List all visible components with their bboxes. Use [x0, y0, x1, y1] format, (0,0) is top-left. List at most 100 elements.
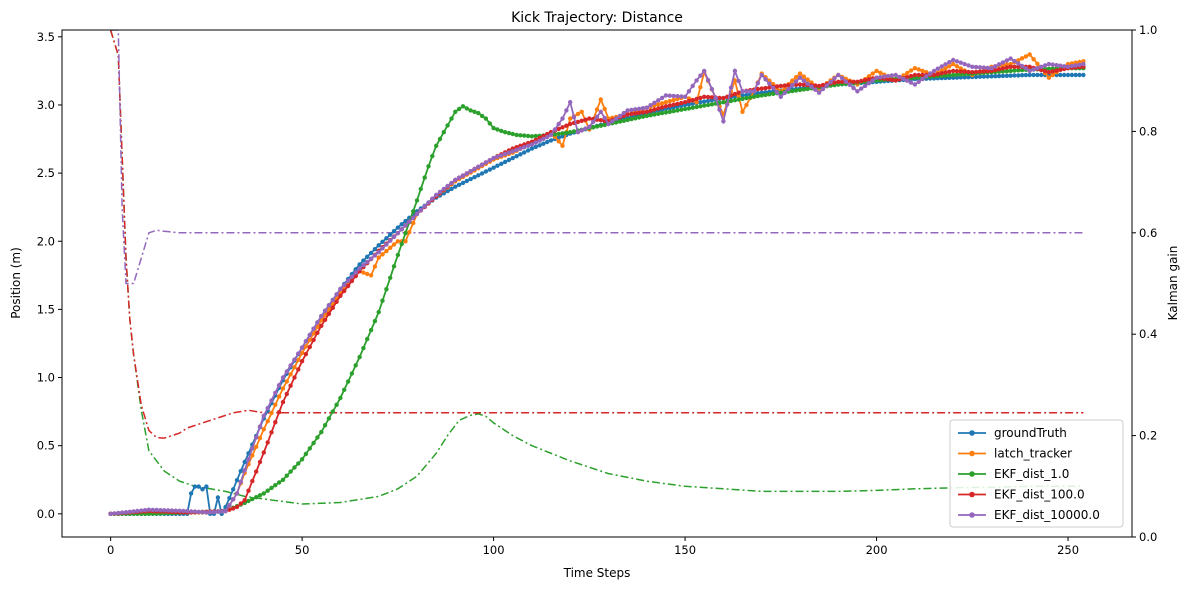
data-point [330, 297, 335, 303]
data-point [686, 106, 692, 111]
data-point [732, 98, 738, 103]
data-point [564, 123, 569, 128]
data-point [820, 86, 826, 92]
data-point [966, 63, 971, 68]
data-point [970, 64, 975, 70]
legend-label: groundTruth [994, 426, 1067, 440]
data-point [912, 66, 918, 71]
data-point [908, 80, 914, 85]
data-point [1050, 72, 1055, 78]
data-point [698, 85, 703, 90]
data-point [388, 275, 393, 280]
data-point [656, 106, 661, 111]
data-point [242, 498, 247, 503]
data-point [1069, 63, 1075, 69]
data-point [851, 79, 856, 85]
data-point [885, 77, 891, 82]
data-point [617, 113, 623, 119]
data-point [548, 132, 554, 138]
data-point [713, 95, 718, 101]
data-point [372, 247, 378, 252]
data-point [395, 225, 401, 230]
data-point [422, 204, 427, 209]
data-point [407, 219, 412, 224]
data-point [1031, 72, 1036, 78]
data-point [556, 121, 561, 127]
data-point [284, 369, 289, 374]
data-point [594, 124, 600, 129]
data-point [227, 496, 232, 501]
data-point [483, 169, 489, 174]
data-point [257, 424, 263, 429]
data-point [916, 79, 921, 85]
data-point [591, 125, 596, 130]
data-point [908, 73, 914, 79]
data-point [659, 95, 665, 101]
data-point [1008, 64, 1013, 70]
data-point [816, 83, 822, 89]
data-point [931, 68, 937, 74]
data-point [368, 327, 374, 333]
data-point [231, 506, 236, 511]
data-point [725, 102, 730, 107]
data-point [1016, 61, 1021, 66]
data-point [790, 83, 795, 88]
data-point [870, 71, 875, 76]
data-point [315, 320, 320, 325]
data-point [487, 167, 492, 172]
data-point [962, 75, 967, 80]
data-point [441, 186, 446, 192]
data-point [958, 69, 963, 74]
data-point [127, 509, 132, 514]
data-point [744, 102, 749, 108]
data-point [422, 175, 427, 180]
data-point [1012, 58, 1017, 64]
legend-label: EKF_dist_1.0 [994, 467, 1069, 481]
data-point [361, 345, 366, 351]
data-point [797, 82, 803, 87]
data-point [951, 57, 956, 63]
data-point [1027, 72, 1032, 78]
data-point [767, 81, 772, 86]
data-point [656, 98, 661, 103]
data-point [372, 264, 378, 269]
data-point [273, 390, 278, 395]
data-point [862, 83, 868, 89]
data-point [311, 331, 316, 336]
data-point [947, 60, 952, 65]
data-point [874, 75, 879, 80]
data-point [759, 72, 764, 78]
data-point [491, 165, 496, 170]
data-point [319, 314, 324, 319]
data-point [242, 459, 247, 465]
data-point [977, 74, 983, 79]
data-point [453, 177, 458, 183]
data-point [372, 318, 378, 324]
data-point [349, 274, 355, 279]
y2-axis-label: Kalman gain [1166, 246, 1180, 321]
data-point [545, 139, 550, 145]
data-point [468, 169, 473, 174]
data-point [629, 111, 634, 117]
data-point [1081, 72, 1086, 78]
data-point [1062, 64, 1067, 69]
data-point [659, 105, 665, 110]
legend-label: EKF_dist_100.0 [994, 488, 1085, 502]
data-point [342, 288, 347, 294]
data-point [303, 344, 309, 349]
data-point [1023, 54, 1029, 59]
data-point [460, 173, 466, 178]
x-tick-label: 50 [295, 543, 310, 557]
data-point [882, 74, 887, 79]
data-point [755, 86, 760, 92]
data-point [866, 81, 872, 86]
data-point [361, 258, 366, 263]
data-point [269, 398, 274, 403]
y2-tick-label: 1.0 [1139, 23, 1157, 37]
data-point [1077, 72, 1082, 78]
data-point [659, 101, 665, 106]
data-point [1004, 73, 1009, 79]
data-point [380, 239, 385, 244]
data-point [855, 79, 860, 85]
data-point [537, 138, 542, 143]
